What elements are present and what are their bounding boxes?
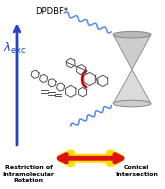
Text: Conical
Intersection: Conical Intersection — [115, 165, 158, 177]
Text: DPDBF*: DPDBF* — [35, 7, 68, 15]
Polygon shape — [113, 70, 151, 104]
Ellipse shape — [113, 31, 151, 38]
Text: Restriction of
Intramolecular
Rotation: Restriction of Intramolecular Rotation — [3, 165, 55, 184]
Polygon shape — [113, 35, 151, 70]
Ellipse shape — [113, 100, 151, 107]
Text: $\lambda_{\rm exc}$: $\lambda_{\rm exc}$ — [3, 41, 26, 56]
